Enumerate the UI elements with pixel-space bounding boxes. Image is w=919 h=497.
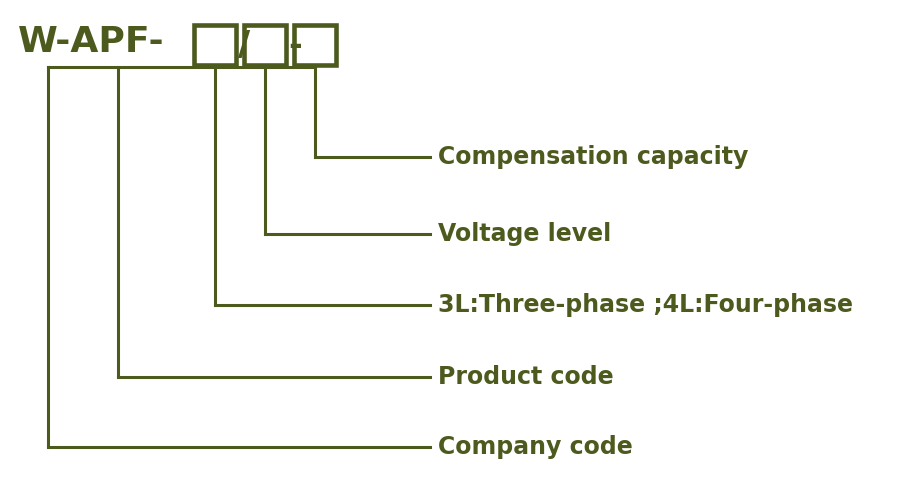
Bar (244, 25, 286, 65)
Text: Product code: Product code (437, 365, 613, 389)
Bar (194, 25, 236, 65)
Bar (294, 25, 335, 65)
Text: Compensation capacity: Compensation capacity (437, 145, 747, 169)
Text: Company code: Company code (437, 435, 632, 459)
Text: Voltage level: Voltage level (437, 222, 610, 246)
Text: 3L:Three-phase ;4L:Four-phase: 3L:Three-phase ;4L:Four-phase (437, 293, 852, 317)
Text: W-APF-: W-APF- (18, 25, 165, 59)
Text: /: / (238, 28, 250, 62)
Text: -: - (288, 28, 301, 62)
